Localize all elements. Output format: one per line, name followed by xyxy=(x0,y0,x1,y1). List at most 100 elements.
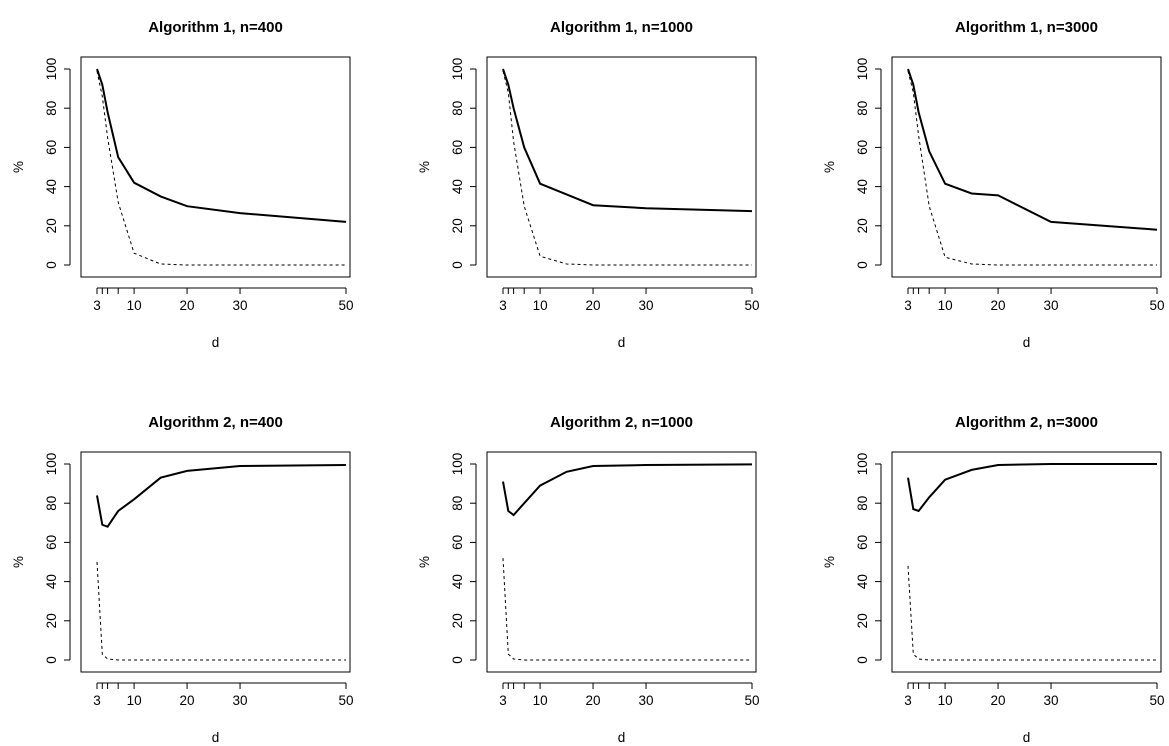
y-tick-label: 60 xyxy=(855,140,870,155)
x-tick-label: 20 xyxy=(180,693,195,708)
x-tick-label: 50 xyxy=(1149,298,1164,313)
x-tick-label: 30 xyxy=(233,298,248,313)
x-tick-label: 30 xyxy=(1044,693,1059,708)
x-tick-label: 20 xyxy=(586,693,601,708)
y-tick-label: 40 xyxy=(44,179,59,194)
x-tick-label: 3 xyxy=(499,693,507,708)
plot-frame xyxy=(486,56,757,278)
y-tick-label: 0 xyxy=(44,261,59,269)
chart-title: Algorithm 2, n=1000 xyxy=(550,414,693,431)
y-tick-label: 0 xyxy=(44,656,59,664)
plot-frame xyxy=(80,56,351,278)
y-tick-label: 40 xyxy=(450,179,465,194)
y-tick-label: 80 xyxy=(44,496,59,511)
plot-frame xyxy=(80,451,351,673)
y-tick-label: 0 xyxy=(450,656,465,664)
y-axis-label: % xyxy=(822,556,837,568)
x-tick-label: 50 xyxy=(744,298,759,313)
x-tick-label: 10 xyxy=(533,298,548,313)
plot-frame xyxy=(486,451,757,673)
x-tick-label: 3 xyxy=(904,298,912,313)
plot-frame xyxy=(891,451,1162,673)
dashed-series-line xyxy=(502,70,752,266)
y-tick-label: 40 xyxy=(855,179,870,194)
chart-panel: Algorithm 2, n=1000 0 20 40 60 80 100% 3 10 20 30 5… xyxy=(417,414,760,745)
x-axis-label: d xyxy=(618,335,626,350)
x-tick-label: 3 xyxy=(499,298,507,313)
y-tick-label: 100 xyxy=(450,453,465,476)
dashed-series-line xyxy=(907,70,1157,266)
x-tick-label: 10 xyxy=(127,298,142,313)
y-tick-label: 60 xyxy=(44,535,59,550)
chart-title: Algorithm 2, n=400 xyxy=(148,414,283,431)
y-tick-label: 20 xyxy=(855,218,870,233)
x-tick-label: 20 xyxy=(991,693,1006,708)
y-tick-label: 60 xyxy=(450,140,465,155)
chart-panel: Algorithm 1, n=3000 0 20 40 60 80 100% 3 10 20 30 5… xyxy=(822,19,1165,350)
y-tick-label: 80 xyxy=(855,496,870,511)
y-tick-label: 20 xyxy=(44,613,59,628)
x-tick-label: 50 xyxy=(338,693,353,708)
y-tick-label: 20 xyxy=(450,613,465,628)
x-tick-label: 50 xyxy=(338,298,353,313)
x-axis-label: d xyxy=(1023,335,1031,350)
y-tick-label: 0 xyxy=(855,656,870,664)
y-tick-label: 100 xyxy=(855,453,870,476)
x-tick-label: 20 xyxy=(991,298,1006,313)
x-tick-label: 30 xyxy=(233,693,248,708)
solid-series-line xyxy=(96,68,347,223)
y-tick-label: 80 xyxy=(450,101,465,116)
x-axis-label: d xyxy=(212,730,220,745)
x-tick-label: 10 xyxy=(127,693,142,708)
x-tick-label: 50 xyxy=(1149,693,1164,708)
y-tick-label: 100 xyxy=(855,58,870,81)
x-axis-label: d xyxy=(618,730,626,745)
solid-series-line xyxy=(502,68,753,213)
y-tick-label: 60 xyxy=(44,140,59,155)
solid-series-line xyxy=(907,68,1158,231)
y-tick-label: 100 xyxy=(44,453,59,476)
y-tick-label: 80 xyxy=(450,496,465,511)
dashed-series-line xyxy=(96,561,346,661)
x-tick-label: 3 xyxy=(93,298,101,313)
y-tick-label: 20 xyxy=(855,613,870,628)
x-axis-label: d xyxy=(1023,730,1031,745)
y-tick-label: 60 xyxy=(855,535,870,550)
chart-panel: Algorithm 1, n=400 0 20 40 60 80 100% 3 10 20 30 50… xyxy=(11,19,354,350)
x-tick-label: 30 xyxy=(639,693,654,708)
y-axis-label: % xyxy=(417,556,432,568)
y-tick-label: 100 xyxy=(450,58,465,81)
y-tick-label: 40 xyxy=(450,574,465,589)
y-axis-label: % xyxy=(822,161,837,173)
chart-title: Algorithm 1, n=1000 xyxy=(550,19,693,36)
y-tick-label: 100 xyxy=(44,58,59,81)
plot-frame xyxy=(891,56,1162,278)
y-tick-label: 20 xyxy=(44,218,59,233)
y-tick-label: 20 xyxy=(450,218,465,233)
x-tick-label: 10 xyxy=(938,693,953,708)
chart-title: Algorithm 1, n=400 xyxy=(148,19,283,36)
x-tick-label: 3 xyxy=(904,693,912,708)
y-axis-label: % xyxy=(11,556,26,568)
dashed-series-line xyxy=(907,565,1157,661)
chart-panel: Algorithm 2, n=3000 0 20 40 60 80 100% 3 10 20 30 5… xyxy=(822,414,1165,745)
x-tick-label: 10 xyxy=(533,693,548,708)
chart-panel: Algorithm 1, n=1000 0 20 40 60 80 100% 3 10 20 30 5… xyxy=(417,19,760,350)
x-tick-label: 20 xyxy=(180,298,195,313)
x-axis-label: d xyxy=(212,335,220,350)
solid-series-line xyxy=(907,463,1157,513)
y-tick-label: 40 xyxy=(855,574,870,589)
x-tick-label: 30 xyxy=(639,298,654,313)
dashed-series-line xyxy=(96,70,346,266)
y-axis-label: % xyxy=(11,161,26,173)
x-tick-label: 3 xyxy=(93,693,101,708)
chart-title: Algorithm 1, n=3000 xyxy=(955,19,1098,36)
x-tick-label: 20 xyxy=(586,298,601,313)
chart-title: Algorithm 2, n=3000 xyxy=(955,414,1098,431)
chart-panel: Algorithm 2, n=400 0 20 40 60 80 100% 3 10 20 30 50… xyxy=(11,414,354,745)
y-tick-label: 80 xyxy=(855,101,870,116)
x-tick-label: 50 xyxy=(744,693,759,708)
solid-series-line xyxy=(502,463,753,517)
y-tick-label: 0 xyxy=(450,261,465,269)
